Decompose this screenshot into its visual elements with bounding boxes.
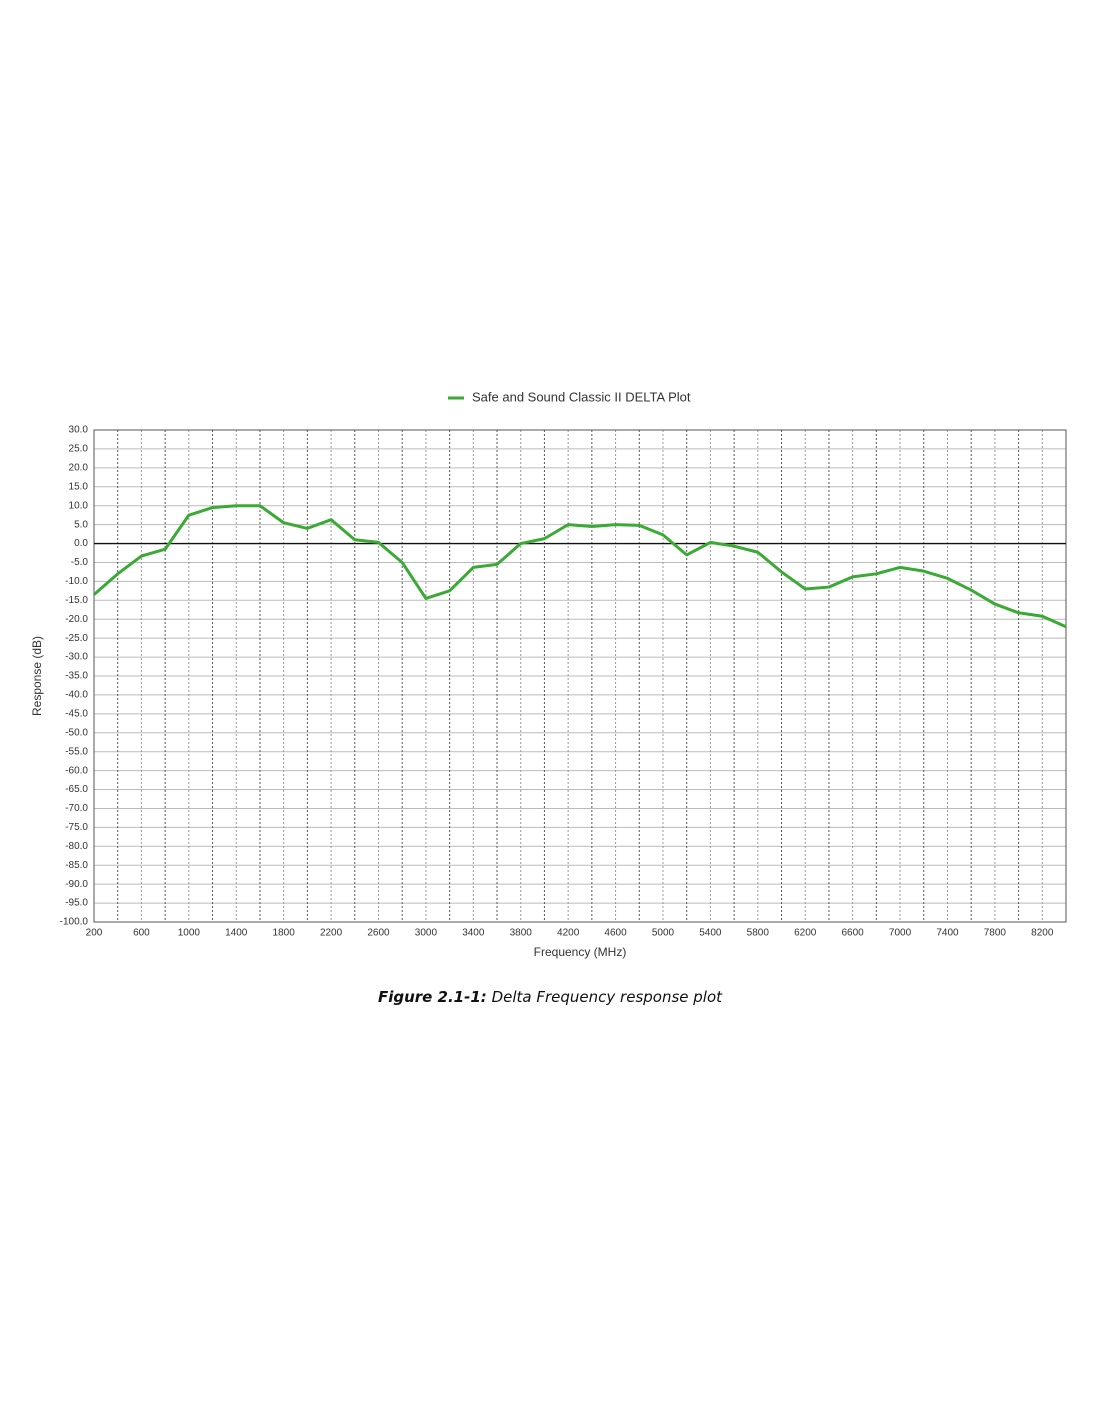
x-tick-label: 8200 xyxy=(1031,928,1054,939)
y-axis-label: Response (dB) xyxy=(30,636,44,716)
y-tick-label: -85.0 xyxy=(65,860,88,871)
x-tick-label: 7400 xyxy=(936,928,959,939)
caption: Figure 2.1-1: Delta Frequency response p… xyxy=(0,988,1100,1006)
y-tick-label: -35.0 xyxy=(65,671,88,682)
y-tick-label: -95.0 xyxy=(65,898,88,909)
x-tick-label: 2200 xyxy=(320,928,343,939)
y-tick-label: -10.0 xyxy=(65,576,88,587)
y-tick-label: -65.0 xyxy=(65,784,88,795)
x-tick-label: 5400 xyxy=(699,928,722,939)
x-tick-label: 1400 xyxy=(225,928,248,939)
x-tick-label: 3000 xyxy=(415,928,438,939)
y-tick-label: -75.0 xyxy=(65,822,88,833)
x-tick-label: 200 xyxy=(86,928,103,939)
y-tick-label: -25.0 xyxy=(65,633,88,644)
y-tick-label: -20.0 xyxy=(65,614,88,625)
y-tick-label: -5.0 xyxy=(71,557,89,568)
y-tick-label: 5.0 xyxy=(74,519,88,530)
x-tick-label: 1800 xyxy=(273,928,296,939)
caption-text: Delta Frequency response plot xyxy=(491,988,723,1006)
x-tick-label: 5000 xyxy=(652,928,675,939)
x-tick-label: 7000 xyxy=(889,928,912,939)
x-tick-label: 6600 xyxy=(842,928,865,939)
y-tick-label: 15.0 xyxy=(69,481,89,492)
y-tick-label: -30.0 xyxy=(65,652,88,663)
x-axis-label: Frequency (MHz) xyxy=(534,945,627,959)
y-tick-label: -55.0 xyxy=(65,746,88,757)
x-tick-label: 5800 xyxy=(747,928,770,939)
y-tick-label: 25.0 xyxy=(69,444,89,455)
plot-frame xyxy=(93,429,1067,923)
y-tick-label: -60.0 xyxy=(65,765,88,776)
x-tick-label: 3800 xyxy=(510,928,533,939)
x-tick-label: 4200 xyxy=(557,928,580,939)
x-tick-label: 2600 xyxy=(367,928,390,939)
y-tick-label: -90.0 xyxy=(65,879,88,890)
y-tick-label: 0.0 xyxy=(74,538,88,549)
y-tick-label: -45.0 xyxy=(65,708,88,719)
x-tick-label: 7800 xyxy=(984,928,1007,939)
y-tick-label: -15.0 xyxy=(65,595,88,606)
x-tick-label: 4600 xyxy=(604,928,627,939)
y-tick-label: -50.0 xyxy=(65,727,88,738)
x-tick-label: 600 xyxy=(133,928,150,939)
y-tick-label: 20.0 xyxy=(69,462,89,473)
caption-label: Figure 2.1-1: xyxy=(377,988,487,1006)
x-tick-label: 6200 xyxy=(794,928,817,939)
y-tick-label: -80.0 xyxy=(65,841,88,852)
x-tick-label: 1000 xyxy=(178,928,201,939)
y-tick-label: -40.0 xyxy=(65,690,88,701)
y-tick-label: -70.0 xyxy=(65,803,88,814)
data-line xyxy=(93,504,1067,629)
x-tick-label: 3400 xyxy=(462,928,485,939)
y-tick-label: 10.0 xyxy=(69,500,89,511)
y-tick-label: -100.0 xyxy=(60,917,89,928)
y-tick-label: 30.0 xyxy=(69,425,89,436)
legend-label: Safe and Sound Classic II DELTA Plot xyxy=(472,389,691,404)
chart: Safe and Sound Classic II DELTA Plot Fre… xyxy=(30,389,1067,959)
